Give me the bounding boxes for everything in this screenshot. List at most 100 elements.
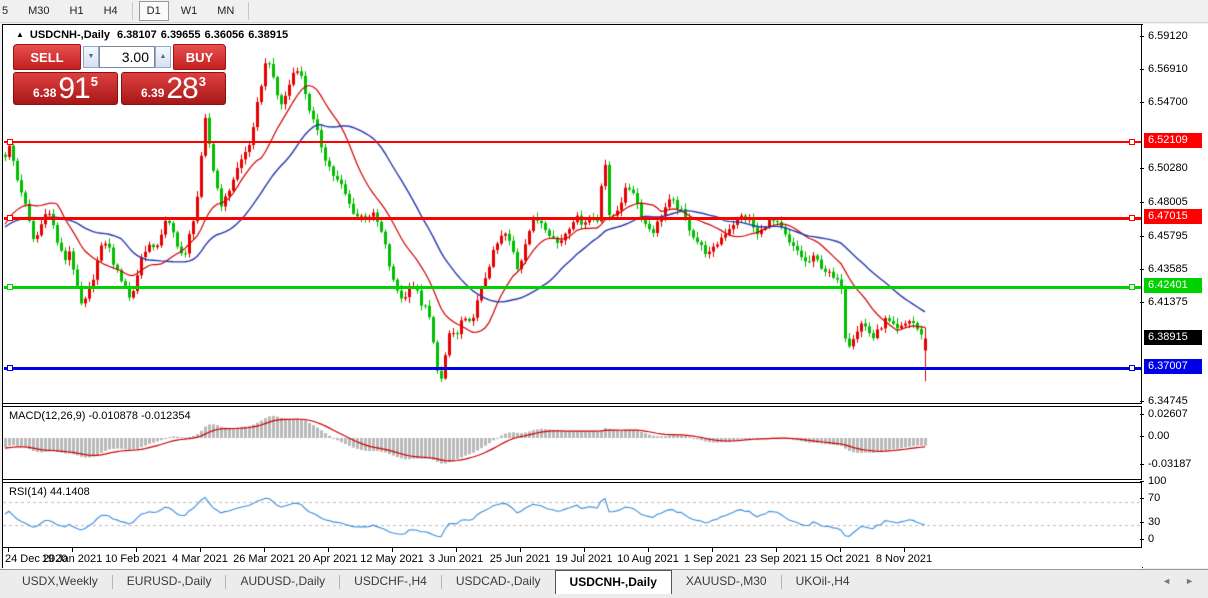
date-tick-label: 26 Mar 2021: [233, 553, 295, 565]
date-tick-label: 10 Aug 2021: [617, 553, 679, 565]
toolbar-separator: [248, 2, 250, 20]
price-tick-label: 6.54700: [1148, 96, 1188, 109]
timeframe-d1[interactable]: D1: [138, 1, 169, 21]
level-price-badge: 6.37007: [1144, 359, 1202, 375]
timeframe-w1[interactable]: W1: [180, 5, 198, 17]
volume-decrease-button[interactable]: ▼: [83, 46, 99, 68]
buy-price-pip: 3: [198, 74, 206, 89]
date-tick-mark: [584, 548, 585, 552]
date-tick-label: 10 Feb 2021: [105, 553, 167, 565]
date-tick-label: 12 May 2021: [360, 553, 424, 565]
sell-price-prefix: 6.38: [33, 86, 57, 100]
tab-audusd-daily[interactable]: AUDUSD-,Daily: [240, 574, 326, 588]
date-tick-mark: [8, 548, 9, 552]
line-anchor-marker: [7, 365, 13, 372]
price-tick-mark: [1140, 168, 1144, 170]
macd-tick-mark: [1140, 463, 1144, 465]
price-tick-label: 6.43585: [1148, 262, 1188, 275]
date-tick-mark: [264, 548, 265, 552]
tab-separator: [111, 575, 113, 589]
date-tick-label: 23 Sep 2021: [744, 553, 808, 565]
tab-separator: [780, 575, 782, 589]
date-tick-mark: [136, 548, 137, 552]
macd-tick-mark: [1140, 413, 1144, 415]
volume-input[interactable]: [99, 46, 155, 68]
rsi-tick-mark: [1140, 521, 1144, 523]
timeframe-m30[interactable]: M30: [28, 5, 50, 17]
horizontal-level-line[interactable]: [4, 365, 1141, 372]
price-tick-mark: [1140, 202, 1144, 204]
tab-usdx-weekly[interactable]: USDX,Weekly: [22, 574, 98, 588]
horizontal-level-line[interactable]: [4, 215, 1141, 222]
price-tick-mark: [1140, 301, 1144, 303]
price-tick-label: 6.41375: [1148, 295, 1188, 308]
date-tick-mark: [840, 548, 841, 552]
tab-scroll-right-icon[interactable]: ►: [1185, 576, 1194, 586]
price-tick-label: 6.56910: [1148, 63, 1188, 76]
buy-price-prefix: 6.39: [141, 86, 165, 100]
line-anchor-marker: [1129, 284, 1135, 291]
horizontal-level-line[interactable]: [4, 284, 1141, 291]
timeframe-mn[interactable]: MN: [217, 5, 235, 17]
timeframe-h1[interactable]: H1: [69, 5, 84, 17]
rsi-canvas[interactable]: [3, 483, 1140, 547]
one-click-trade-panel: SELL ▼ ▲ BUY 6.38 91 5 6.39 28 3: [13, 44, 226, 105]
line-anchor-marker: [7, 139, 13, 145]
tab-eurusd-daily[interactable]: EURUSD-,Daily: [126, 574, 212, 588]
timeframe-h4[interactable]: H4: [103, 5, 118, 17]
price-tick-label: 6.48005: [1148, 196, 1188, 209]
date-tick-mark: [392, 548, 393, 552]
current-price-badge: 6.38915: [1144, 330, 1202, 346]
timeframe-toolbar: 5 M30 H1 H4 D1 W1 MN: [0, 0, 1208, 23]
tab-xauusd-m30[interactable]: XAUUSD-,M30: [685, 574, 767, 588]
macd-canvas[interactable]: [3, 407, 1140, 479]
macd-tick-label: -0.03187: [1148, 457, 1192, 470]
date-tick-label: 20 Apr 2021: [298, 553, 358, 565]
macd-tick-mark: [1140, 436, 1144, 437]
buy-button[interactable]: BUY: [173, 44, 226, 70]
price-tick-mark: [1140, 400, 1144, 402]
volume-increase-button[interactable]: ▲: [155, 46, 171, 68]
price-tick-mark: [1140, 235, 1144, 237]
date-tick-mark: [328, 548, 329, 552]
line-anchor-marker: [1129, 215, 1135, 222]
sell-button[interactable]: SELL: [13, 44, 81, 70]
macd-tick-label: 0.02607: [1148, 407, 1188, 420]
timeframe-5[interactable]: 5: [2, 5, 9, 17]
date-tick-label: 19 Jan 2021: [41, 553, 103, 565]
horizontal-level-line[interactable]: [4, 139, 1141, 145]
date-tick-label: 3 Jun 2021: [428, 553, 484, 565]
line-anchor-marker: [7, 284, 13, 291]
rsi-tick-label: 70: [1148, 492, 1161, 505]
tab-usdcad-daily[interactable]: USDCAD-,Daily: [455, 574, 541, 588]
macd-panel: MACD(12,26,9) -0.010878 -0.012354: [3, 406, 1142, 480]
date-tick-mark: [712, 548, 713, 552]
ohlc-values: 6.38107 6.39655 6.36056 6.38915: [117, 29, 292, 41]
tab-ukoil-h4[interactable]: UKOil-,H4: [795, 574, 850, 588]
buy-price-quote[interactable]: 6.39 28 3: [121, 72, 226, 105]
tab-usdcnh-daily[interactable]: USDCNH-,Daily: [554, 570, 672, 594]
buy-price-big: 28: [166, 72, 198, 105]
date-tick-mark: [456, 548, 457, 552]
open-value: 6.38107: [117, 29, 157, 41]
chart-title: ▲ USDCNH-,Daily 6.38107 6.39655 6.36056 6.389…: [16, 29, 292, 41]
date-tick-label: 24 Dec 2020: [5, 553, 68, 565]
tab-separator: [225, 575, 227, 589]
close-value: 6.38915: [248, 29, 289, 41]
tab-usdchf-h4[interactable]: USDCHF-,H4: [354, 574, 427, 588]
chevron-down-icon: ▼: [87, 53, 95, 60]
rsi-tick-mark: [1140, 539, 1144, 540]
tab-separator: [339, 575, 341, 589]
symbol-period-label: USDCNH-,Daily: [29, 29, 110, 41]
date-tick-mark: [520, 548, 521, 552]
collapse-chart-icon[interactable]: ▲: [16, 30, 24, 39]
date-tick-mark: [200, 548, 201, 552]
rsi-tick-label: 30: [1148, 515, 1161, 528]
sell-price-quote[interactable]: 6.38 91 5: [13, 72, 118, 105]
price-tick-label: 6.59120: [1148, 30, 1188, 43]
line-anchor-marker: [1129, 139, 1135, 145]
date-tick-label: 15 Oct 2021: [810, 553, 870, 565]
price-chart-panel: [3, 25, 1142, 404]
tab-scroll-left-icon[interactable]: ◄: [1162, 576, 1172, 586]
rsi-tick-label: 0: [1148, 533, 1155, 545]
